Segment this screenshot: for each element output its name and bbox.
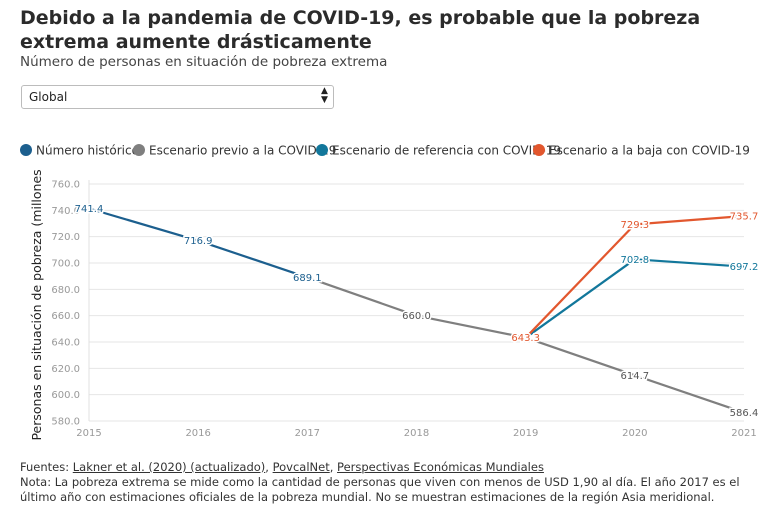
- y-tick-label: 760.0: [51, 180, 80, 191]
- y-tick-label: 600.0: [51, 390, 80, 401]
- sources-line: Fuentes: Lakner et al. (2020) (actualiza…: [20, 460, 760, 475]
- legend-dot-icon: [133, 143, 145, 156]
- x-tick-label: 2019: [513, 428, 538, 439]
- source-link-povcalnet[interactable]: PovcalNet: [272, 460, 330, 474]
- data-label: 586.4: [730, 408, 759, 419]
- footer-note: Nota: La pobreza extrema se mide como la…: [20, 475, 740, 504]
- data-label: 614.7: [621, 371, 650, 382]
- source-link-lakner[interactable]: Lakner et al. (2020) (actualizado): [72, 460, 266, 474]
- data-label: 643.3: [511, 333, 540, 344]
- x-tick-label: 2017: [295, 428, 320, 439]
- legend-item-baja[interactable]: Escenario a la baja con COVID-19: [533, 143, 750, 161]
- series-line: [88, 207, 308, 279]
- x-tick-label: 2020: [622, 428, 647, 439]
- legend-label: Escenario previo a la COVID-19: [149, 143, 337, 158]
- legend-item-historico[interactable]: Número histórico: [20, 143, 139, 161]
- legend-dot-icon: [533, 143, 545, 156]
- series-line: [306, 276, 745, 414]
- x-tick-label: 2015: [76, 428, 101, 439]
- legend-label: Escenario de referencia con COVID-19: [332, 143, 561, 158]
- y-axis-label: Personas en situación de pobreza (millon…: [29, 170, 44, 441]
- select-arrows-icon: ▲ ▼: [321, 86, 328, 105]
- y-tick-label: 700.0: [51, 259, 80, 270]
- data-label: 702.8: [621, 255, 650, 266]
- series-line: [525, 258, 745, 339]
- data-label: 735.7: [730, 211, 759, 222]
- y-tick-label: 580.0: [51, 417, 80, 428]
- line-chart: 580.0 600.0 620.0 640.0 660.0 680.0 700.0 720.0…: [29, 170, 760, 441]
- series-line: [524, 214, 745, 339]
- legend-label: Número histórico: [36, 143, 139, 158]
- y-tick-label: 680.0: [51, 285, 80, 296]
- footer: Fuentes: Lakner et al. (2020) (actualiza…: [20, 460, 760, 505]
- legend-dot-icon: [20, 143, 32, 156]
- sources-separator: ,: [329, 460, 338, 474]
- x-tick-label: 2021: [731, 428, 756, 439]
- y-tick-label: 740.0: [51, 206, 80, 217]
- data-label: 716.9: [184, 236, 213, 247]
- data-label: 741.4: [75, 204, 104, 215]
- data-label: 729.3: [621, 220, 650, 231]
- source-link-perspectivas[interactable]: Perspectivas Económicas Mundiales: [337, 460, 544, 474]
- legend-item-previo[interactable]: Escenario previo a la COVID-19: [133, 143, 336, 161]
- region-select-value: Global: [29, 90, 68, 104]
- chart-subtitle: Número de personas en situación de pobre…: [20, 54, 388, 70]
- data-label: 689.1: [293, 273, 322, 284]
- legend-dot-icon: [316, 143, 328, 156]
- chart-title: Debido a la pandemia de COVID-19, es pro…: [20, 7, 701, 53]
- chart-legend: Número histórico Escenario previo a la C…: [20, 143, 760, 161]
- y-tick-label: 640.0: [51, 338, 80, 349]
- region-select[interactable]: Global ▲ ▼: [21, 85, 334, 109]
- sources-separator: ,: [265, 460, 273, 474]
- legend-label: Escenario a la baja con COVID-19: [549, 143, 750, 158]
- data-label: 660.0: [402, 311, 431, 322]
- x-tick-label: 2018: [404, 428, 429, 439]
- y-tick-label: 620.0: [51, 364, 80, 375]
- sources-prefix: Fuentes:: [20, 460, 73, 474]
- x-tick-label: 2016: [185, 428, 210, 439]
- legend-item-referencia[interactable]: Escenario de referencia con COVID-19: [316, 143, 561, 161]
- y-tick-label: 660.0: [51, 311, 80, 322]
- y-tick-label: 720.0: [51, 232, 80, 243]
- data-label: 697.2: [730, 262, 759, 273]
